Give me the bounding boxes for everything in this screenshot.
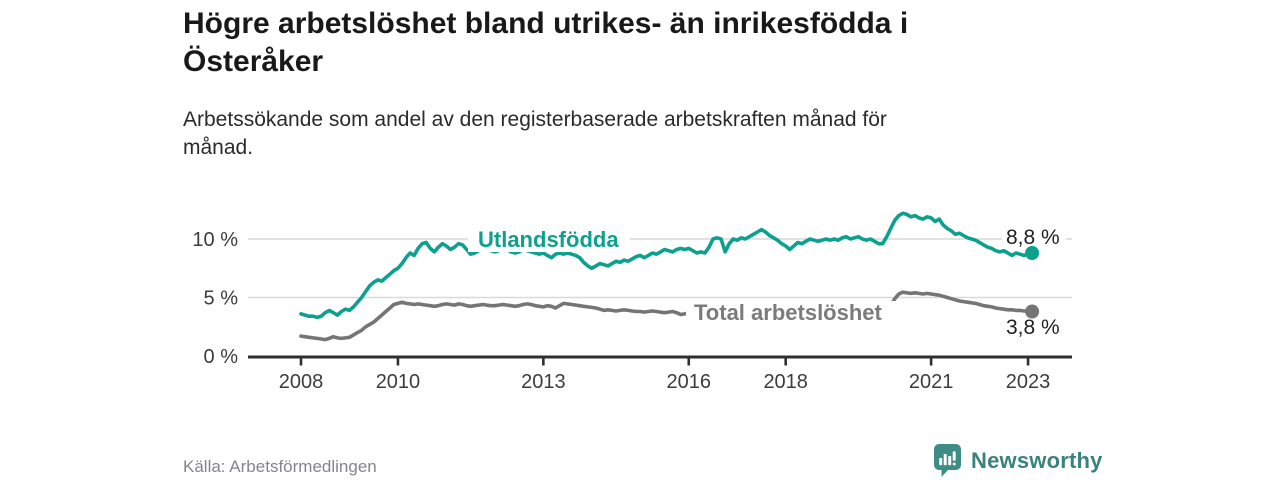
y-tick-label: 0 %: [204, 346, 239, 368]
series-end-dot: [1025, 304, 1040, 319]
label-backing: [468, 226, 630, 252]
end-value-label-total: 3,8 %: [1006, 316, 1060, 339]
newsworthy-logo: Newsworthy: [932, 443, 1103, 478]
y-tick-label: 10 %: [192, 229, 238, 251]
series-label-total: Total arbetslöshet: [694, 300, 883, 325]
grid-layer: [248, 238, 1072, 299]
source-attribution: Källa: Arbetsförmedlingen: [183, 457, 377, 476]
page-title: Högre arbetslöshet bland utrikes- än inr…: [183, 7, 909, 78]
x-tick-label: 2013: [521, 371, 566, 393]
newsworthy-wordmark: Newsworthy: [971, 447, 1103, 473]
x-tick-label: 2023: [1006, 371, 1051, 393]
y-tick-label: 5 %: [204, 288, 239, 310]
page-subtitle: Arbetssökande som andel av den registerb…: [183, 108, 887, 159]
x-tick-label: 2021: [909, 371, 954, 393]
label-backing: [686, 301, 896, 325]
end-value-label-foreign-born: 8,8 %: [1006, 226, 1060, 249]
x-tick-label: 2018: [763, 371, 808, 393]
series-line-total: [299, 290, 1034, 342]
label-backing: [1002, 227, 1066, 248]
series-end-dot: [1025, 246, 1040, 260]
end-dots-layer: [1025, 246, 1040, 319]
x-tick-label: 2016: [667, 371, 712, 393]
series-label-foreign-born: Utlandsfödda: [478, 227, 619, 252]
newsworthy-bar-chart-bubble-icon: [934, 444, 961, 477]
axis-ticks-layer: 0 % 5 % 10 % 2008 2010 2013 2016 2018 2021 2023: [192, 229, 1050, 393]
series-line-foreign-born: [299, 211, 1034, 320]
x-tick-label: 2010: [376, 371, 421, 393]
x-tick-label: 2008: [279, 371, 324, 393]
series-labels-layer: Utlandsfödda Total arbetslöshet 8,8 % 3,…: [468, 226, 1066, 339]
